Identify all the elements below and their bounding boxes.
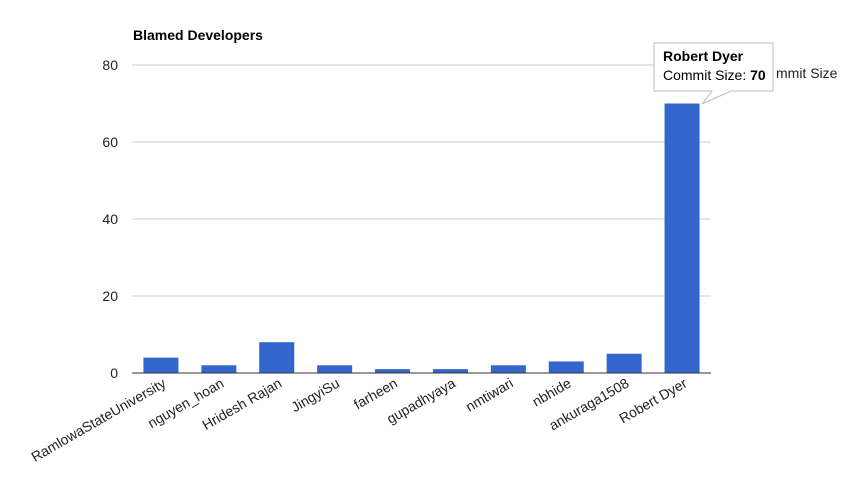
chart-title: Blamed Developers [133,27,263,43]
tooltip-value: 70 [750,67,766,83]
x-tick-label: nmtiwari [463,375,516,415]
bars [143,103,700,374]
legend: mmit Size [776,65,838,81]
bar[interactable] [606,353,642,373]
y-tick-label: 20 [102,288,118,304]
tooltip-series-label: Commit Size: [663,67,750,83]
bar[interactable] [490,365,526,373]
bar[interactable] [548,361,584,373]
x-tick-label: nbhide [529,375,574,410]
bar[interactable] [201,365,237,373]
y-tick-label: 60 [102,134,118,150]
gridlines [132,64,711,297]
tooltip-box [653,42,774,105]
bar[interactable] [375,369,411,373]
bar[interactable] [432,369,468,373]
x-tick-label: JingyiSu [288,375,342,415]
y-axis-ticks: 0 20 40 60 80 [102,57,118,381]
bar[interactable] [143,357,179,373]
bar[interactable] [317,365,353,373]
bar[interactable] [259,342,295,373]
y-tick-label: 80 [102,57,118,73]
y-tick-label: 40 [102,211,118,227]
x-axis-labels: RamlowaStateUniversitynguyen_hoanHridesh… [28,375,689,465]
y-tick-label: 0 [110,365,118,381]
tooltip-value-line: Commit Size: 70 [663,67,766,83]
bar[interactable] [664,103,700,374]
legend-label: mmit Size [776,65,838,81]
tooltip: Robert Dyer Commit Size: 70 [653,42,774,105]
tooltip-title: Robert Dyer [663,48,744,64]
